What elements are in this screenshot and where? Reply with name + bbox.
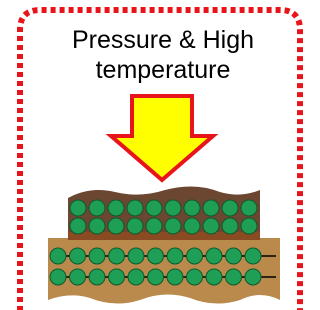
grain (70, 269, 86, 285)
grain (184, 200, 200, 216)
grain (226, 248, 242, 264)
grain (187, 269, 203, 285)
grain (109, 248, 125, 264)
grain (70, 218, 86, 234)
grain (50, 269, 66, 285)
grain (70, 248, 86, 264)
grain (206, 248, 222, 264)
grain (167, 248, 183, 264)
grain (146, 218, 162, 234)
grain (50, 248, 66, 264)
grain (108, 218, 124, 234)
grain (148, 269, 164, 285)
label-line: temperature (96, 56, 231, 84)
grain (108, 200, 124, 216)
grain (203, 200, 219, 216)
grain (226, 269, 242, 285)
grain (245, 269, 261, 285)
grain (222, 200, 238, 216)
grain (203, 218, 219, 234)
grain (127, 218, 143, 234)
grain (165, 218, 181, 234)
grain (184, 218, 200, 234)
grain (109, 269, 125, 285)
grain (128, 269, 144, 285)
page: Pressure & High temperature (() => { con… (0, 0, 308, 310)
grain (241, 200, 257, 216)
grain (187, 248, 203, 264)
grain (206, 269, 222, 285)
grain (128, 248, 144, 264)
diagram: Pressure & High temperature (0, 0, 308, 310)
arrow (111, 96, 213, 180)
grain (70, 200, 86, 216)
grain (89, 269, 105, 285)
grain (222, 218, 238, 234)
grain (167, 269, 183, 285)
grain (245, 248, 261, 264)
grain (146, 200, 162, 216)
grain (89, 218, 105, 234)
label-line: Pressure & High (72, 26, 254, 54)
grain (148, 248, 164, 264)
grain (165, 200, 181, 216)
grain (89, 248, 105, 264)
grain (241, 218, 257, 234)
grain (89, 200, 105, 216)
grain (127, 200, 143, 216)
